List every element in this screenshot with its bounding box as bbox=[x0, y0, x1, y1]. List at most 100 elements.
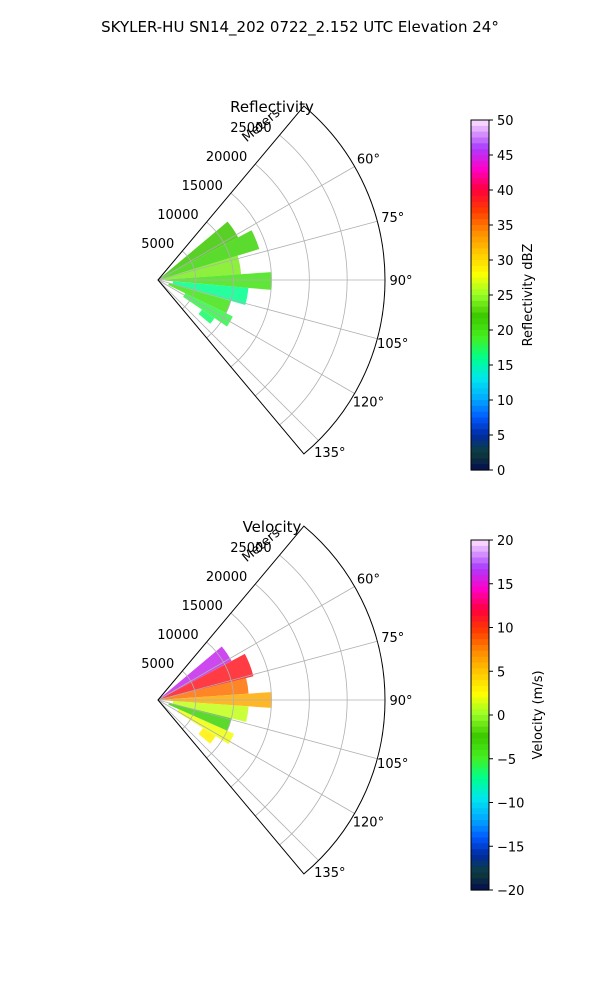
data-sector bbox=[198, 728, 216, 744]
colorbar-swatch bbox=[471, 802, 489, 809]
colorbar-tick-label: 25 bbox=[497, 289, 514, 304]
colorbar-tick-label: 20 bbox=[497, 324, 514, 339]
colorbar-swatch bbox=[471, 732, 489, 739]
colorbar-tick-label: 0 bbox=[497, 709, 505, 724]
colorbar: −20 −15 −10 −5 0 5 10 15 20 bbox=[470, 534, 524, 899]
radial-tick-label: 10000 bbox=[157, 628, 198, 643]
colorbar-swatch bbox=[471, 149, 489, 156]
data-sector bbox=[165, 272, 272, 290]
colorbar-swatch bbox=[471, 563, 489, 570]
colorbar-swatch bbox=[471, 277, 489, 284]
colorbar-swatch bbox=[471, 790, 489, 798]
colorbar-tick-label: 45 bbox=[497, 149, 514, 164]
angle-tick-label: 60° bbox=[357, 153, 380, 168]
colorbar-swatch bbox=[471, 201, 489, 209]
colorbar-tick-label: 5 bbox=[497, 429, 505, 444]
colorbar-swatch bbox=[471, 650, 489, 658]
azimuth-gridline bbox=[157, 220, 378, 281]
colorbar-swatch bbox=[471, 662, 489, 669]
colorbar-swatch bbox=[471, 685, 489, 693]
colorbar-swatch bbox=[471, 137, 489, 144]
colorbar-swatch bbox=[471, 411, 489, 419]
colorbar-swatch bbox=[471, 767, 489, 774]
colorbar-tick-label: 0 bbox=[497, 464, 505, 479]
colorbar-swatch bbox=[471, 365, 489, 372]
colorbar: 0 5 10 15 20 25 30 35 40 45 50 bbox=[470, 114, 514, 479]
colorbar-swatch bbox=[471, 324, 489, 331]
colorbar-swatch bbox=[471, 586, 489, 594]
angle-tick-label: 75° bbox=[381, 631, 404, 646]
colorbar-swatch bbox=[471, 265, 489, 273]
colorbar-swatch bbox=[471, 312, 489, 319]
colorbar-swatch bbox=[471, 837, 489, 844]
colorbar-swatch bbox=[471, 446, 489, 454]
colorbar-swatch bbox=[471, 843, 489, 850]
colorbar-swatch bbox=[471, 680, 489, 687]
azimuth-gridline bbox=[157, 279, 378, 340]
data-sector bbox=[158, 678, 249, 700]
colorbar-swatch bbox=[471, 254, 489, 261]
colorbar-swatch bbox=[471, 219, 489, 226]
colorbar-swatch bbox=[471, 295, 489, 302]
colorbar-swatch bbox=[471, 283, 489, 290]
colorbar-swatch bbox=[471, 580, 489, 588]
figure-title: SKYLER-HU SN14_202 0722_2.152 UTC Elevat… bbox=[101, 18, 499, 37]
colorbar-swatch bbox=[471, 720, 489, 728]
colorbar-swatch bbox=[471, 860, 489, 868]
radial-tick-labels: 5000 10000 15000 20000 25000 bbox=[141, 541, 271, 672]
colorbar-swatch bbox=[471, 569, 489, 576]
colorbar-swatch bbox=[471, 872, 489, 879]
radial-tick-label: 5000 bbox=[141, 237, 174, 252]
colorbar-tick-label: 30 bbox=[497, 254, 514, 269]
colorbar-swatch bbox=[471, 405, 489, 413]
angle-tick-labels: 60° 75° 90° 105° 120° 135° bbox=[314, 573, 412, 881]
colorbar-swatch bbox=[471, 691, 489, 699]
colorbar-swatch bbox=[471, 750, 489, 757]
data-sector bbox=[158, 230, 260, 280]
colorbar-swatch bbox=[471, 306, 489, 314]
colorbar-swatch bbox=[471, 592, 489, 599]
colorbar-tick-label: 40 bbox=[497, 184, 514, 199]
azimuth-gridline bbox=[157, 166, 355, 281]
radial-tick-label: 10000 bbox=[157, 208, 198, 223]
colorbar-swatch bbox=[471, 394, 489, 401]
colorbar-swatch bbox=[471, 458, 489, 465]
colorbar-tick-label: 5 bbox=[497, 665, 505, 680]
angle-tick-label: 90° bbox=[389, 694, 412, 709]
colorbar-tick-label: 20 bbox=[497, 534, 514, 549]
radial-tick-label: 20000 bbox=[206, 570, 247, 585]
colorbar-tick-label: −5 bbox=[497, 753, 516, 768]
polar-grid bbox=[157, 525, 386, 875]
colorbar-swatch bbox=[471, 131, 489, 139]
colorbar-swatch bbox=[471, 715, 489, 722]
angle-tick-label: 135° bbox=[314, 446, 345, 461]
radial-tick-label: 15000 bbox=[182, 599, 223, 614]
colorbar-swatch bbox=[471, 452, 489, 459]
colorbar-swatch bbox=[471, 866, 489, 874]
colorbar-swatch bbox=[471, 155, 489, 162]
colorbar-swatch bbox=[471, 604, 489, 611]
colorbar-swatch bbox=[471, 429, 489, 436]
colorbar-swatch bbox=[471, 213, 489, 220]
colorbar-swatch bbox=[471, 353, 489, 360]
angle-tick-label: 120° bbox=[353, 396, 384, 411]
colorbar-swatch bbox=[471, 370, 489, 378]
radial-tick-label: 25000 bbox=[230, 541, 271, 556]
data-sector bbox=[158, 221, 239, 280]
colorbar-swatch bbox=[471, 674, 489, 681]
colorbar-swatch bbox=[471, 178, 489, 185]
colorbar-swatch bbox=[471, 184, 489, 191]
data-sector bbox=[168, 702, 232, 731]
colorbar-swatch bbox=[471, 417, 489, 424]
angle-tick-label: 60° bbox=[357, 573, 380, 588]
azimuth-gridline bbox=[157, 279, 319, 441]
colorbar-tick-label: −10 bbox=[497, 797, 524, 812]
radial-tick-label: 15000 bbox=[182, 179, 223, 194]
sector-outline bbox=[157, 105, 386, 455]
colorbar-swatch bbox=[471, 849, 489, 856]
angle-tick-label: 105° bbox=[377, 337, 408, 352]
data-sector bbox=[158, 653, 254, 700]
angle-tick-label: 105° bbox=[377, 757, 408, 772]
colorbar-swatch bbox=[471, 878, 489, 885]
azimuth-gridline bbox=[157, 640, 378, 701]
